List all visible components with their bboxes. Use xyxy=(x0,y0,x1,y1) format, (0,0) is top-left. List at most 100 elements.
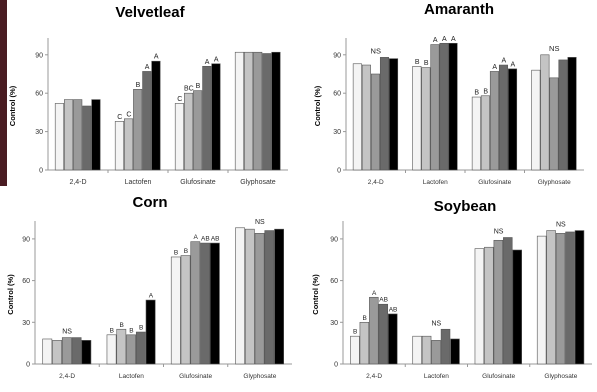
panel-3-bar xyxy=(235,227,245,365)
panel-4-bar xyxy=(474,248,485,365)
panel-4-title: Soybean xyxy=(434,198,497,215)
panel-4-ns-label: NS xyxy=(556,222,566,229)
panel-3-bar xyxy=(81,340,92,365)
panel-2-bar xyxy=(421,67,431,171)
panel-2-significance-letter: A xyxy=(511,61,516,68)
panel-4-y-tick-label: 90 xyxy=(330,236,338,243)
panel-4-significance-letter: A xyxy=(372,290,377,297)
panel-2-bar xyxy=(531,69,541,171)
panel-3-category-label: Lactofen xyxy=(119,373,144,380)
panel-2-bar xyxy=(558,59,568,171)
panel-2-significance-letter: A xyxy=(451,36,456,43)
panel-1-significance-letter: B xyxy=(136,82,141,89)
panel-4-y-tick-label: 30 xyxy=(330,320,338,327)
panel-2-category-label: Glyphosate xyxy=(538,179,571,186)
panel-1-bar xyxy=(202,66,212,171)
panel-1-bar xyxy=(262,53,272,171)
panel-2-bar xyxy=(448,42,458,171)
panel-4-bar xyxy=(378,303,389,365)
panel-2-category-label: Glufosinate xyxy=(478,179,511,186)
panel-3-bar xyxy=(52,340,62,365)
panel-1-bar xyxy=(271,51,281,171)
panel-4-bar xyxy=(369,296,379,365)
panel-4-significance-letter: AB xyxy=(379,297,388,304)
panel-1-bar xyxy=(253,51,263,171)
panel-3-bar xyxy=(42,338,53,365)
panel-3-category-label: 2,4-D xyxy=(59,373,75,380)
panel-4-significance-letter: AB xyxy=(389,306,398,313)
panel-3-bar xyxy=(106,334,117,365)
panel-2-significance-letter: B xyxy=(415,59,420,66)
panel-3-bar xyxy=(264,230,275,365)
panel-1-category-label: 2,4-D xyxy=(69,179,86,186)
panel-3-bar xyxy=(61,337,72,365)
panel-4-category-label: Glyphosate xyxy=(544,373,577,380)
panel-3-significance-letter: B xyxy=(139,325,143,332)
panel-3-bar xyxy=(135,331,146,365)
panel-3-bar xyxy=(116,328,127,365)
panel-4-category-label: Glufosinate xyxy=(482,373,515,380)
panel-1-y-tick-label: 30 xyxy=(35,129,43,136)
panel-2-bar xyxy=(430,44,440,171)
panel-3-category-label: Glyphosate xyxy=(243,373,276,380)
panel-1-y-tick-label: 0 xyxy=(39,168,43,175)
panel-4-bar xyxy=(421,335,432,365)
panel-3-bar xyxy=(71,337,82,365)
panel-3-significance-letter: B xyxy=(129,327,133,334)
panel-3-significance-letter: AB xyxy=(211,236,220,243)
panel-1-bar xyxy=(64,99,74,171)
panel-4-significance-letter: B xyxy=(362,315,366,322)
panel-1-bar xyxy=(174,103,185,171)
panel-3-title: Corn xyxy=(133,194,168,211)
panel-3-significance-letter: B xyxy=(110,327,114,334)
panel-4-bar xyxy=(350,335,360,365)
panel-1-significance-letter: A xyxy=(214,56,219,63)
panel-4-bar xyxy=(555,233,566,365)
panel-4-y-tick-label: 60 xyxy=(330,278,338,285)
panel-3-significance-letter: AB xyxy=(201,236,210,243)
panel-1-bar xyxy=(142,71,152,171)
panel-2-bar xyxy=(361,64,371,171)
panel-1-significance-letter: C xyxy=(177,96,182,103)
panel-2-significance-letter: A xyxy=(442,36,447,43)
panel-2-significance-letter: B xyxy=(483,88,488,95)
panel-1-category-label: Glyphosate xyxy=(240,179,276,186)
panel-1-category-label: Glufosinate xyxy=(180,179,216,186)
panel-3-bar xyxy=(126,334,136,365)
panel-3-bar xyxy=(209,242,220,365)
panel-2-y-tick-label: 90 xyxy=(333,52,341,59)
panel-1-bar xyxy=(151,60,161,171)
panel-1-bar xyxy=(234,51,245,171)
panel-2-significance-letter: A xyxy=(492,64,497,71)
panel-3-bar xyxy=(180,255,191,365)
panel-3-significance-letter: B xyxy=(184,248,188,255)
panel-4-bar xyxy=(431,340,441,365)
panel-3-ns-label: NS xyxy=(62,329,72,336)
panel-2-bar xyxy=(549,77,559,171)
panel-1-bar xyxy=(91,99,101,171)
panel-2-y-axis-label: Control (%) xyxy=(313,85,322,126)
panel-1-title: Velvetleaf xyxy=(115,4,185,21)
panel-1-bar xyxy=(211,63,221,171)
panel-4-bar xyxy=(493,239,504,365)
panel-3-significance-letter: B xyxy=(119,322,123,329)
panel-1-significance-letter: C xyxy=(117,114,122,121)
panel-4-y-tick-label: 0 xyxy=(334,362,338,369)
panel-4-bar xyxy=(574,230,585,365)
panel-4-bar xyxy=(484,246,494,365)
panel-2-bar xyxy=(471,96,481,171)
panel-4-bar xyxy=(440,328,451,365)
panel-2-ns-label: NS xyxy=(549,44,559,53)
panel-3-bar xyxy=(145,299,156,365)
panel-3-ns-label: NS xyxy=(255,219,265,226)
panel-2-bar xyxy=(508,68,518,171)
panel-2-bar xyxy=(540,54,550,171)
panel-4-y-axis-label: Control (%) xyxy=(311,274,320,315)
panel-4-bar xyxy=(512,249,522,365)
panel-2-bar xyxy=(480,95,490,171)
panel-4-bar xyxy=(536,235,547,365)
panel-4-bar xyxy=(412,335,422,365)
left-edge-accent xyxy=(0,0,7,186)
panel-2-category-label: Lactofen xyxy=(423,179,448,186)
